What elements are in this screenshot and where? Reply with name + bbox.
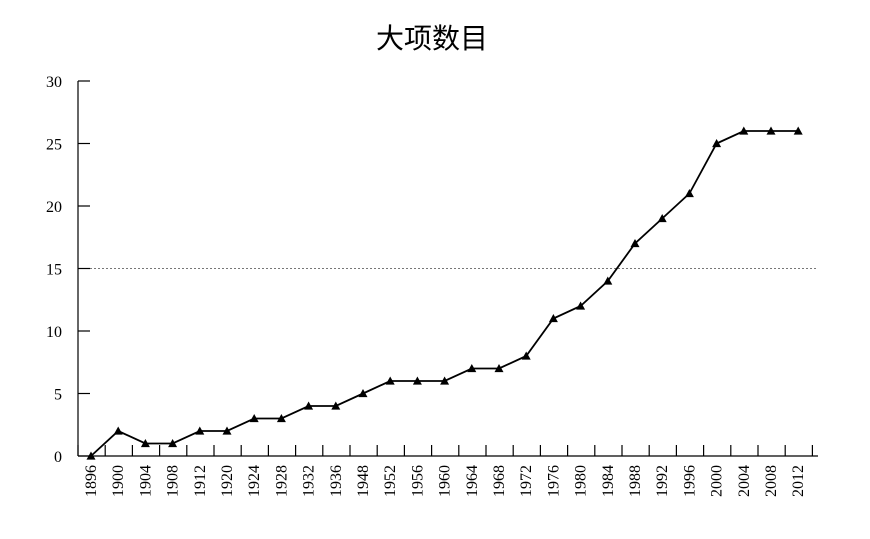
x-tick-label: 1928 bbox=[273, 465, 290, 497]
x-tick-label: 1968 bbox=[491, 465, 508, 497]
x-tick-label: 1960 bbox=[437, 465, 454, 497]
data-point-marker bbox=[576, 301, 586, 310]
data-point-marker bbox=[766, 126, 776, 135]
data-point-marker bbox=[86, 451, 96, 460]
data-point-marker bbox=[249, 414, 259, 423]
x-tick-label: 1980 bbox=[573, 465, 590, 497]
data-point-marker bbox=[140, 439, 150, 448]
x-tick-label: 2008 bbox=[763, 465, 780, 497]
data-point-marker bbox=[385, 376, 395, 385]
y-tick-label: 20 bbox=[46, 199, 62, 216]
y-tick-label: 15 bbox=[46, 262, 62, 279]
series-line-group bbox=[90, 130, 799, 457]
x-tick-label: 1924 bbox=[246, 465, 263, 497]
x-tick-label: 1912 bbox=[192, 465, 209, 497]
x-tick-label: 1904 bbox=[137, 465, 154, 497]
series-markers bbox=[86, 126, 803, 460]
series-line bbox=[90, 130, 799, 457]
x-tick-label: 1996 bbox=[681, 465, 698, 497]
y-tick-label: 5 bbox=[54, 387, 62, 404]
x-tick-label: 1952 bbox=[382, 465, 399, 497]
y-tick-label: 0 bbox=[54, 449, 62, 466]
x-axis-ticks: 1896 1900 1904 1908 1912 1920 1924 1928 1932 1936… bbox=[77, 445, 814, 497]
data-point-marker bbox=[467, 364, 477, 373]
data-point-marker bbox=[113, 426, 123, 435]
x-tick-label: 1932 bbox=[301, 465, 318, 497]
data-point-marker bbox=[548, 314, 558, 323]
x-tick-label: 1976 bbox=[545, 465, 562, 497]
data-point-marker bbox=[195, 426, 205, 435]
x-tick-label: 1908 bbox=[165, 465, 182, 497]
data-point-marker bbox=[630, 239, 640, 248]
x-tick-label: 1992 bbox=[654, 465, 671, 497]
x-tick-label: 2012 bbox=[790, 465, 807, 497]
x-tick-label: 1900 bbox=[110, 465, 127, 497]
x-tick-label: 1936 bbox=[328, 465, 345, 497]
x-tick-label: 1984 bbox=[600, 465, 617, 497]
data-point-marker bbox=[412, 376, 422, 385]
y-axis-ticks: 0 5 10 15 20 25 30 bbox=[46, 74, 90, 466]
y-tick-label: 30 bbox=[46, 74, 62, 91]
data-point-marker bbox=[304, 401, 314, 410]
data-point-marker bbox=[358, 389, 368, 398]
data-point-marker bbox=[440, 376, 450, 385]
y-tick-label: 10 bbox=[46, 324, 62, 341]
x-tick-label: 1964 bbox=[464, 465, 481, 497]
data-point-marker bbox=[684, 189, 694, 198]
data-point-marker bbox=[712, 139, 722, 148]
y-tick-label: 25 bbox=[46, 137, 62, 154]
x-tick-label: 2004 bbox=[736, 465, 753, 497]
x-tick-label: 1988 bbox=[627, 465, 644, 497]
data-point-marker bbox=[168, 439, 178, 448]
data-point-marker bbox=[276, 414, 286, 423]
x-tick-label: 2000 bbox=[709, 465, 726, 497]
data-point-marker bbox=[331, 401, 341, 410]
data-point-marker bbox=[222, 426, 232, 435]
data-point-marker bbox=[657, 214, 667, 223]
x-tick-label: 1896 bbox=[83, 465, 100, 497]
data-point-marker bbox=[793, 126, 803, 135]
data-point-marker bbox=[603, 276, 613, 285]
x-tick-label: 1920 bbox=[219, 465, 236, 497]
data-point-marker bbox=[739, 126, 749, 135]
data-point-marker bbox=[521, 351, 531, 360]
chart-title: 大项数目 bbox=[376, 22, 488, 55]
data-point-marker bbox=[494, 364, 504, 373]
x-tick-label: 1956 bbox=[409, 465, 426, 497]
x-tick-label: 1948 bbox=[355, 465, 372, 497]
x-tick-label: 1972 bbox=[518, 465, 535, 497]
